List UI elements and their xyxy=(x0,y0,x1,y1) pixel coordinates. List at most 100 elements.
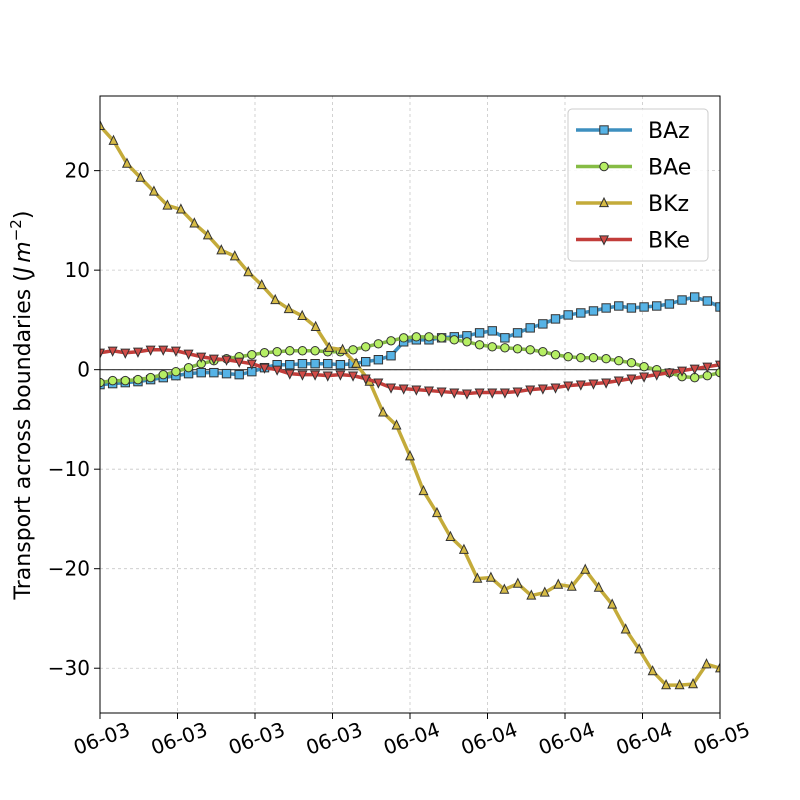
point-BAz xyxy=(323,358,333,369)
x-tick-label: 06-03 xyxy=(303,717,366,759)
point-BKe xyxy=(360,374,371,385)
point-BAe xyxy=(639,361,649,372)
legend-box xyxy=(567,108,709,262)
x-tick-label: 06-04 xyxy=(380,717,443,759)
point-BAe xyxy=(474,340,485,350)
point-BKz xyxy=(270,293,281,305)
point-BAz xyxy=(209,367,219,378)
y-tick-label: −10 xyxy=(48,457,90,481)
y-unit-J: J xyxy=(11,267,36,278)
point-BAz xyxy=(234,369,244,380)
point-BKe xyxy=(348,371,359,382)
point-BKe xyxy=(386,383,397,394)
point-BKe xyxy=(170,346,181,357)
point-BKz xyxy=(580,563,591,574)
point-BKz xyxy=(189,217,200,228)
point-BAz xyxy=(702,296,713,306)
point-BAe xyxy=(183,362,194,373)
point-BKe xyxy=(651,370,662,381)
point-BAe xyxy=(398,333,409,343)
point-BKz xyxy=(310,320,321,331)
point-BAe xyxy=(247,350,257,360)
point-BKz xyxy=(351,357,362,368)
point-BKz xyxy=(431,506,442,518)
point-BKz xyxy=(445,530,456,541)
point-BKe xyxy=(310,370,321,381)
point-BKe xyxy=(702,362,713,373)
point-BKe xyxy=(563,381,574,392)
legend-item-BAz[interactable]: BAz xyxy=(576,119,690,144)
legend-marker xyxy=(598,196,610,208)
point-BAz xyxy=(525,323,535,333)
point-BKe xyxy=(689,364,700,375)
point-BKz xyxy=(256,278,267,290)
point-BKe xyxy=(601,378,612,389)
point-BKe xyxy=(588,379,599,390)
point-BAe xyxy=(500,343,510,353)
x-tick-label: 06-03 xyxy=(148,717,211,759)
legend-label: BAe xyxy=(648,156,691,181)
point-BKe xyxy=(474,388,485,399)
point-BAz xyxy=(386,351,396,361)
point-BKz xyxy=(485,571,496,582)
point-BAe xyxy=(588,353,599,363)
point-BAe xyxy=(487,342,497,352)
point-BKz xyxy=(688,678,699,689)
legend[interactable]: BAz BAe BKz BKe xyxy=(567,108,709,262)
point-BAe xyxy=(158,369,168,380)
point-BAz xyxy=(297,358,308,369)
point-BKe xyxy=(208,354,219,365)
point-BAe xyxy=(259,348,270,358)
point-BAe xyxy=(145,372,156,383)
legend-item-BKe[interactable]: BKe xyxy=(576,229,690,254)
legend-marker xyxy=(599,161,609,172)
y-unit-m: m xyxy=(11,241,36,262)
y-tick-label: −20 xyxy=(48,557,90,581)
point-BKe xyxy=(664,368,675,379)
point-BKz xyxy=(714,662,720,673)
point-BKe xyxy=(639,372,650,383)
point-BKe xyxy=(145,345,156,356)
point-BKe xyxy=(714,360,720,371)
point-BAz xyxy=(626,303,637,313)
point-BKz xyxy=(607,598,618,609)
point-BAz xyxy=(614,301,624,311)
point-BAe xyxy=(563,352,573,362)
point-BAz xyxy=(221,368,232,379)
point-BKe xyxy=(398,384,409,395)
point-BAz xyxy=(500,333,510,343)
point-BAz xyxy=(563,310,573,320)
point-BKe xyxy=(373,378,384,389)
point-BKe xyxy=(537,384,548,395)
point-BKz xyxy=(202,229,213,240)
legend-label: BKe xyxy=(648,229,690,254)
point-BKz xyxy=(229,250,240,261)
x-tick-label: 06-03 xyxy=(70,717,133,759)
point-BAe xyxy=(538,347,548,357)
legend-item-BKz[interactable]: BKz xyxy=(576,192,689,217)
point-BAe xyxy=(272,347,282,357)
point-BAz xyxy=(310,358,320,369)
point-BKe xyxy=(525,385,536,396)
legend-label: BAz xyxy=(648,119,690,144)
point-BAe xyxy=(576,353,586,363)
point-BAz xyxy=(689,292,700,302)
point-BAe xyxy=(614,356,624,366)
point-BKe xyxy=(284,369,295,380)
point-BAz xyxy=(474,328,485,338)
point-BAe xyxy=(424,332,434,342)
legend-item-BAe[interactable]: BAe xyxy=(576,156,691,181)
point-BKz xyxy=(175,203,186,214)
point-BKz xyxy=(647,665,658,676)
point-BKz xyxy=(674,678,685,690)
point-BKz xyxy=(512,577,523,588)
series-BKz xyxy=(100,119,720,690)
legend-marker xyxy=(598,235,610,246)
point-BKz xyxy=(135,171,146,182)
point-BAz xyxy=(576,308,586,318)
point-BKz xyxy=(526,589,537,600)
point-BAe xyxy=(462,337,472,347)
point-BAe xyxy=(601,354,611,364)
point-BKe xyxy=(436,387,447,398)
point-BKe xyxy=(411,385,422,396)
